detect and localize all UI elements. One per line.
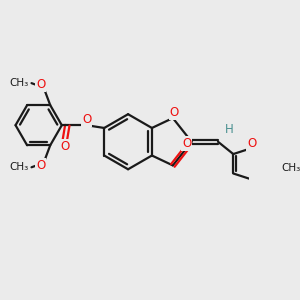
Text: O: O	[170, 106, 179, 119]
Text: CH₃: CH₃	[281, 163, 300, 173]
Text: O: O	[182, 137, 191, 150]
Text: CH₃: CH₃	[10, 78, 29, 88]
Text: H: H	[225, 123, 233, 136]
Text: O: O	[60, 140, 69, 153]
Text: O: O	[247, 137, 256, 150]
Text: O: O	[82, 113, 91, 126]
Text: O: O	[36, 78, 46, 91]
Text: CH₃: CH₃	[10, 162, 29, 172]
Text: O: O	[36, 159, 46, 172]
